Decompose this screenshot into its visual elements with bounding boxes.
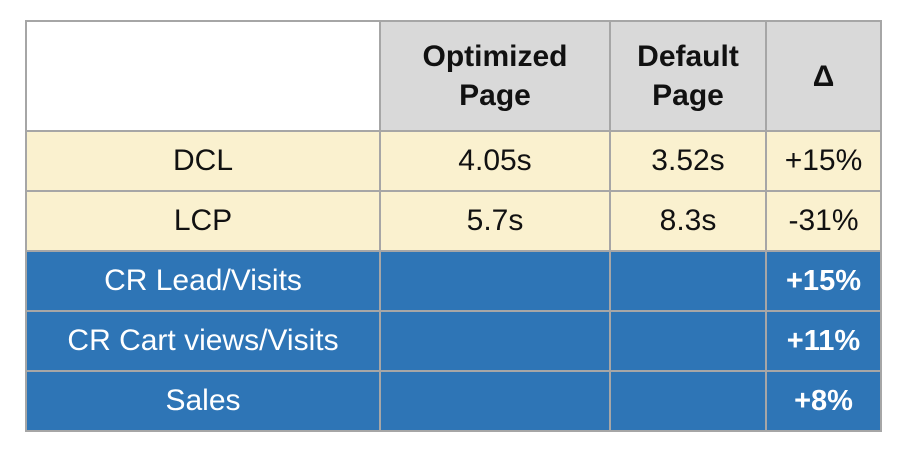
row-label-cell: Sales [25, 370, 381, 432]
row-label-cell: CR Cart views/Visits [25, 310, 381, 372]
comparison-table: Optimized Page Default Page Δ DCL 4.05s … [25, 20, 882, 432]
default-value-cell: 3.52s [609, 130, 767, 192]
optimized-value-cell [379, 310, 611, 372]
optimized-value-cell: 4.05s [379, 130, 611, 192]
row-label-cell: CR Lead/Visits [25, 250, 381, 312]
table-container: Optimized Page Default Page Δ DCL 4.05s … [25, 20, 882, 432]
optimized-value-cell [379, 370, 611, 432]
header-cell-empty [25, 20, 381, 132]
row-label-cell: LCP [25, 190, 381, 252]
optimized-value-cell: 5.7s [379, 190, 611, 252]
table-row-lcp: LCP 5.7s 8.3s -31% [25, 190, 882, 252]
table-row-cr-lead-visits: CR Lead/Visits +15% [25, 250, 882, 312]
table-row-cr-cart-views-visits: CR Cart views/Visits +11% [25, 310, 882, 372]
optimized-value-cell [379, 250, 611, 312]
header-row: Optimized Page Default Page Δ [25, 20, 882, 132]
delta-value-cell: +15% [765, 130, 882, 192]
delta-value-cell: +11% [765, 310, 882, 372]
default-value-cell [609, 370, 767, 432]
delta-value-cell: +15% [765, 250, 882, 312]
header-cell-default-page: Default Page [609, 20, 767, 132]
row-label-cell: DCL [25, 130, 381, 192]
default-value-cell [609, 310, 767, 372]
header-cell-delta: Δ [765, 20, 882, 132]
delta-value-cell: -31% [765, 190, 882, 252]
table-row-dcl: DCL 4.05s 3.52s +15% [25, 130, 882, 192]
header-cell-optimized-page: Optimized Page [379, 20, 611, 132]
default-value-cell [609, 250, 767, 312]
delta-value-cell: +8% [765, 370, 882, 432]
default-value-cell: 8.3s [609, 190, 767, 252]
table-row-sales: Sales +8% [25, 370, 882, 432]
